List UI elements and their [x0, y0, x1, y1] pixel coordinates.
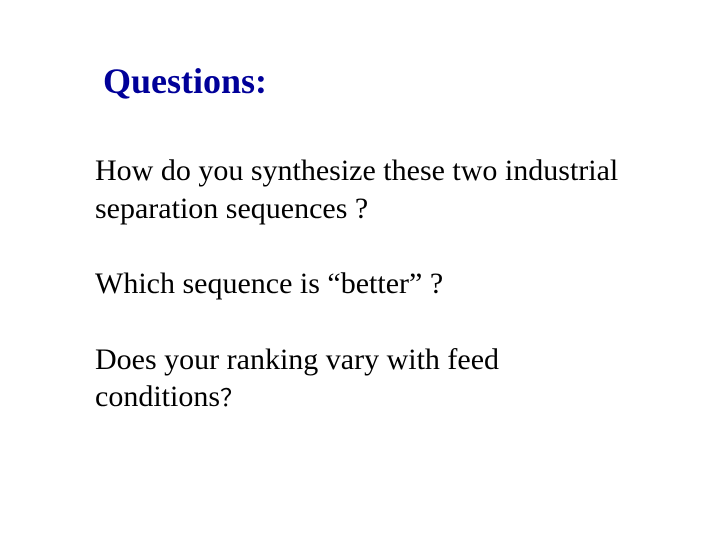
question-3: Does your ranking vary with feed conditi…: [95, 341, 625, 416]
question-2: Which sequence is “better” ?: [95, 265, 625, 303]
question-1: How do you synthesize these two industri…: [95, 152, 625, 227]
question-3-suffix: ？: [220, 386, 244, 412]
question-3-prefix: Does your ranking vary with feed conditi…: [95, 343, 499, 414]
slide-heading: Questions:: [103, 60, 625, 102]
